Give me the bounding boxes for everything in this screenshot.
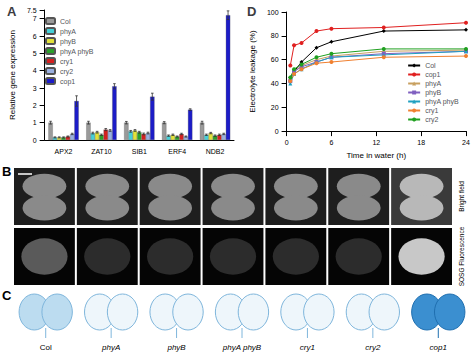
- svg-text:cop1: cop1: [60, 78, 75, 86]
- svg-text:cry2: cry2: [60, 68, 73, 76]
- svg-text:cry1: cry1: [60, 58, 73, 66]
- svg-text:60: 60: [271, 56, 279, 63]
- svg-text:20: 20: [271, 104, 279, 111]
- svg-text:Time in water (h): Time in water (h): [346, 151, 406, 160]
- svg-text:100: 100: [267, 9, 279, 16]
- svg-text:Bright field: Bright field: [458, 181, 466, 212]
- svg-text:12: 12: [372, 139, 380, 146]
- svg-text:1: 1: [33, 119, 37, 126]
- svg-text:0: 0: [275, 128, 279, 135]
- svg-text:Electrolyte leakage (%): Electrolyte leakage (%): [248, 30, 257, 113]
- svg-text:phyB: phyB: [166, 343, 186, 352]
- svg-text:C: C: [2, 288, 12, 303]
- svg-text:2: 2: [33, 102, 37, 109]
- svg-text:6: 6: [33, 33, 37, 40]
- svg-text:phyA: phyA: [101, 343, 120, 352]
- svg-text:5: 5: [33, 50, 37, 57]
- svg-text:80: 80: [271, 32, 279, 39]
- svg-text:Col: Col: [425, 62, 436, 69]
- svg-text:cry1: cry1: [300, 343, 315, 352]
- svg-text:24: 24: [462, 139, 470, 146]
- svg-text:phyA phyB: phyA phyB: [60, 48, 94, 56]
- svg-text:phyA: phyA: [60, 28, 76, 36]
- svg-text:4: 4: [33, 67, 37, 74]
- svg-text:phyA: phyA: [425, 80, 441, 88]
- svg-text:7: 7: [33, 15, 37, 22]
- svg-text:3: 3: [33, 85, 37, 92]
- svg-text:cop1: cop1: [430, 343, 447, 352]
- svg-text:0: 0: [285, 139, 289, 146]
- svg-text:18: 18: [417, 139, 425, 146]
- svg-text:phyA phyB: phyA phyB: [425, 98, 459, 106]
- svg-text:cry1: cry1: [425, 107, 438, 115]
- svg-text:ZAT10: ZAT10: [91, 148, 112, 155]
- svg-text:APX2: APX2: [55, 148, 73, 155]
- svg-text:NDB2: NDB2: [206, 148, 225, 155]
- svg-text:Col: Col: [60, 18, 71, 25]
- svg-text:ERF4: ERF4: [168, 148, 186, 155]
- svg-text:cop1: cop1: [425, 71, 440, 79]
- svg-text:B: B: [2, 164, 11, 179]
- svg-text:SOSG Fluorescence: SOSG Fluorescence: [458, 226, 465, 286]
- svg-text:A: A: [7, 4, 17, 19]
- svg-text:6: 6: [329, 139, 333, 146]
- svg-text:7.5: 7.5: [27, 7, 37, 14]
- svg-text:D: D: [247, 4, 256, 19]
- svg-text:phyA phyB: phyA phyB: [222, 343, 262, 352]
- svg-text:cry2: cry2: [425, 116, 438, 124]
- svg-text:Relative gene expression: Relative gene expression: [8, 30, 17, 120]
- svg-text:0: 0: [33, 137, 37, 144]
- svg-text:phyB: phyB: [425, 89, 441, 97]
- svg-text:cry2: cry2: [365, 343, 381, 352]
- svg-text:40: 40: [271, 80, 279, 87]
- svg-text:phyB: phyB: [60, 38, 76, 46]
- svg-text:Col: Col: [40, 343, 52, 352]
- svg-text:SIB1: SIB1: [132, 148, 147, 155]
